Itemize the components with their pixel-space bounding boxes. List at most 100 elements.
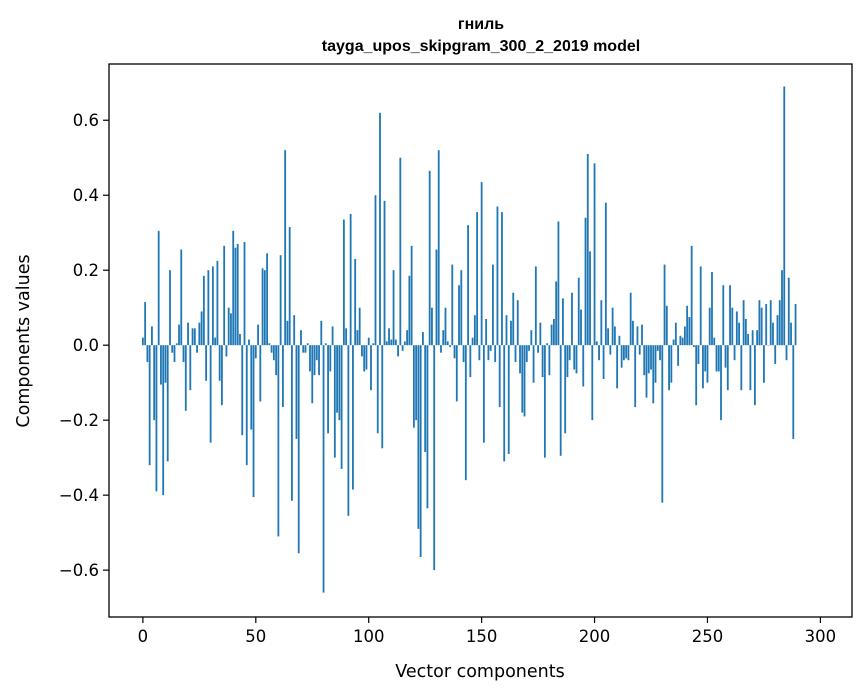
bar-197 [586, 153, 589, 346]
bar-49 [252, 345, 255, 498]
bar-199 [591, 345, 594, 421]
bar-123 [419, 345, 422, 558]
bar-157 [496, 206, 499, 346]
bar-281 [776, 315, 779, 346]
bar-155 [492, 264, 494, 346]
y-axis: −0.6 −0.4 −0.2 0.0 0.2 0.4 0.6 [59, 111, 109, 580]
bar-258 [724, 345, 727, 368]
bar-96 [358, 307, 361, 346]
bar-81 [324, 343, 327, 346]
bar-176 [539, 322, 542, 346]
bar-247 [699, 266, 702, 346]
bar-160 [503, 345, 506, 462]
bar-213 [623, 345, 625, 361]
bar-284 [783, 86, 786, 346]
bar-286 [787, 277, 790, 346]
bar-152 [485, 318, 488, 346]
bar-147 [473, 315, 476, 346]
bar-233 [668, 345, 670, 391]
bar-183 [555, 281, 558, 346]
bar-145 [469, 345, 472, 378]
bar-224 [647, 345, 650, 374]
bar-244 [693, 345, 695, 348]
bars-group [141, 86, 797, 593]
bar-144 [467, 225, 469, 346]
bar-10 [164, 345, 167, 383]
bar-21 [189, 345, 192, 391]
bar-188 [566, 345, 569, 378]
bar-162 [507, 345, 510, 454]
bar-17 [180, 249, 183, 346]
bar-62 [281, 345, 284, 408]
bar-250 [706, 345, 709, 383]
bar-68 [295, 345, 298, 439]
bar-231 [663, 264, 666, 346]
bar-29 [207, 270, 210, 346]
bar-266 [742, 300, 745, 346]
bar-138 [453, 345, 456, 359]
bar-252 [711, 272, 713, 346]
bar-271 [753, 345, 756, 406]
bar-51 [257, 324, 259, 346]
bar-0 [141, 337, 144, 346]
bar-275 [763, 345, 765, 383]
bar-186 [562, 298, 564, 346]
bar-76 [313, 345, 316, 376]
bar-22 [191, 328, 194, 346]
bar-27 [202, 275, 205, 346]
bar-124 [422, 332, 424, 346]
bar-60 [277, 345, 280, 537]
bar-113 [397, 345, 399, 357]
bar-255 [717, 345, 720, 372]
bar-182 [552, 318, 555, 346]
plot-frame [108, 63, 853, 618]
bar-276 [765, 303, 768, 346]
bar-202 [598, 345, 600, 361]
bar-23 [193, 328, 196, 346]
bar-225 [650, 345, 652, 370]
bar-246 [697, 345, 700, 364]
bar-57 [270, 345, 273, 353]
bar-209 [613, 326, 616, 346]
bar-6 [155, 345, 158, 492]
bar-264 [738, 322, 740, 346]
bar-227 [654, 345, 657, 383]
bar-270 [751, 330, 754, 346]
bar-87 [338, 345, 341, 421]
bar-24 [196, 345, 198, 353]
bar-42 [236, 243, 239, 346]
bar-181 [550, 324, 553, 346]
bar-205 [604, 202, 607, 346]
bar-287 [790, 322, 792, 346]
bar-74 [309, 345, 311, 372]
bar-40 [232, 230, 235, 346]
bar-204 [602, 345, 605, 379]
bar-4 [151, 326, 153, 346]
y-tick-label: 0.2 [73, 261, 99, 280]
bar-128 [431, 307, 433, 346]
bar-220 [638, 345, 641, 355]
bar-222 [643, 345, 646, 376]
bar-78 [318, 345, 320, 376]
bar-189 [568, 345, 571, 361]
bar-56 [268, 343, 271, 346]
bar-163 [510, 320, 512, 346]
bar-121 [415, 345, 418, 421]
bar-228 [656, 345, 659, 351]
bar-278 [769, 300, 772, 346]
bar-86 [336, 345, 338, 413]
bar-2 [146, 345, 149, 363]
bar-72 [304, 345, 307, 353]
bar-45 [243, 242, 246, 346]
bar-135 [446, 341, 449, 346]
bar-36 [223, 245, 226, 346]
y-tick-label: 0.4 [73, 186, 99, 205]
bar-108 [385, 341, 388, 346]
bar-90 [345, 328, 348, 346]
bar-115 [401, 345, 404, 351]
bar-104 [376, 345, 379, 434]
bar-102 [372, 343, 375, 346]
bar-243 [690, 245, 693, 346]
bar-207 [609, 345, 612, 355]
bar-158 [498, 345, 501, 408]
